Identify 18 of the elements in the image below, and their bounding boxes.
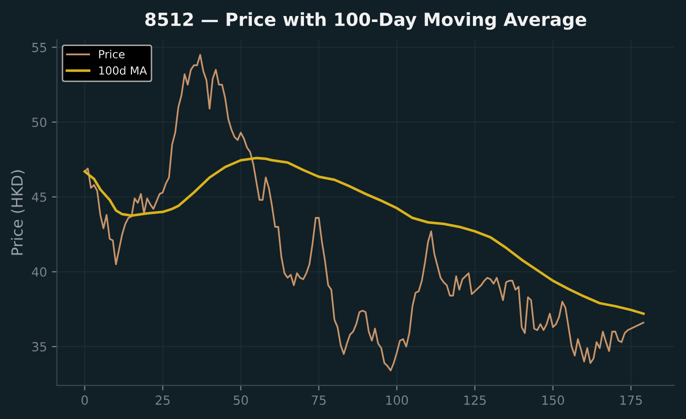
y-tick-label: 45 — [32, 192, 46, 202]
x-tick-label: 175 — [620, 396, 642, 405]
x-tick-label: 100 — [386, 395, 408, 405]
legend-label: 100d MA — [99, 66, 147, 75]
x-tick-label: 125 — [464, 395, 486, 405]
x-tick-label: 75 — [312, 396, 326, 405]
y-axis-title: Price (HKD) — [10, 170, 25, 255]
x-tick-label: 50 — [234, 395, 248, 405]
line-series — [83, 156, 645, 315]
chart-title: 8512 — Price with 100-Day Moving Average — [145, 12, 586, 30]
x-tick-label: 0 — [82, 395, 88, 405]
y-tick-label: 35 — [32, 342, 46, 352]
legend-label: Price — [99, 50, 125, 58]
y-tick-label: 50 — [32, 118, 46, 128]
y-tick-label: 40 — [32, 267, 46, 277]
y-tick-label: 55 — [32, 42, 46, 52]
x-tick-label: 150 — [542, 395, 564, 405]
x-tick-label: 25 — [156, 395, 170, 405]
